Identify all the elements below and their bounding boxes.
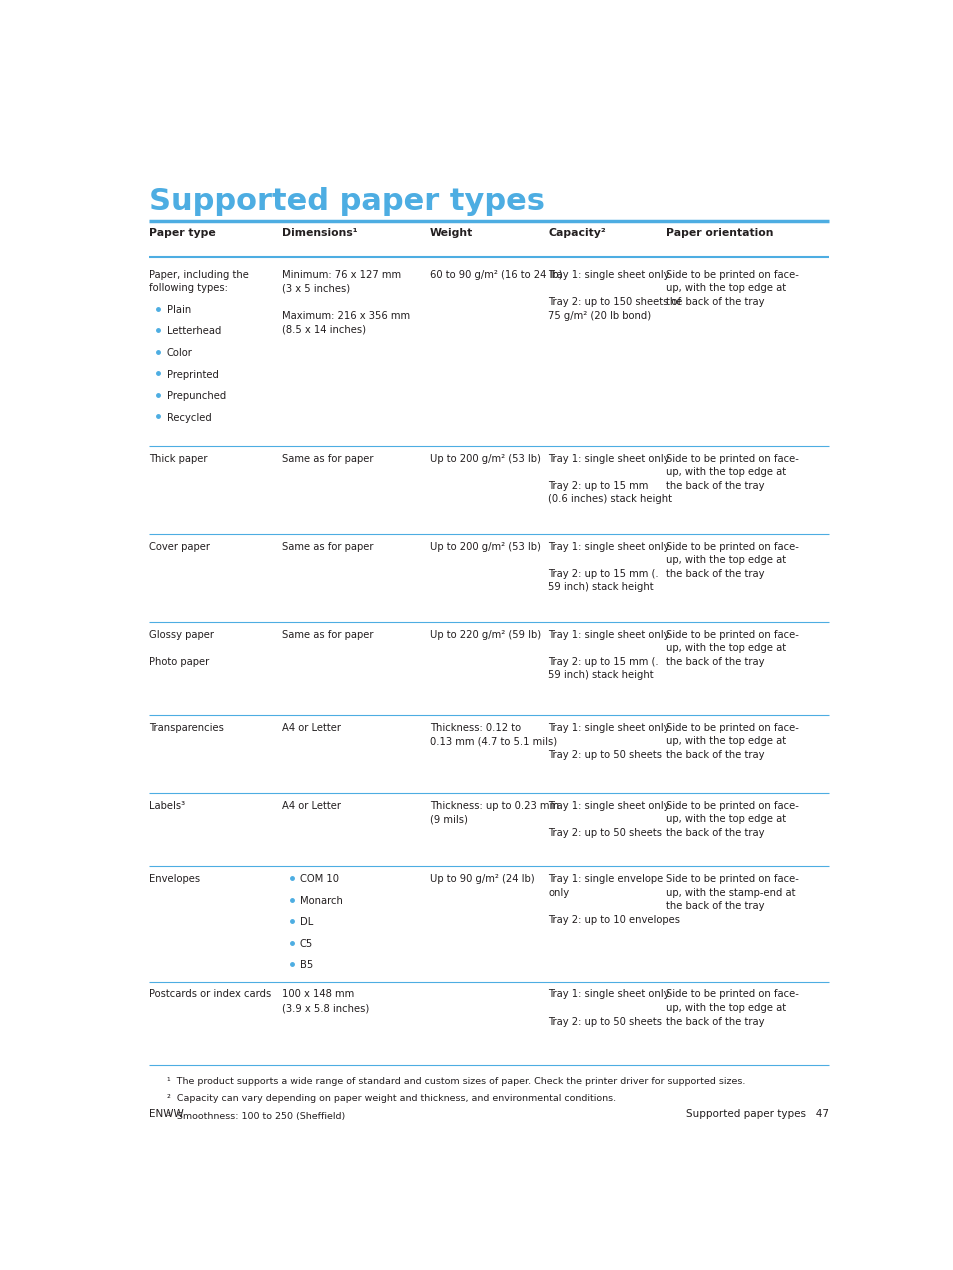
Text: Tray 1: single sheet only

Tray 2: up to 15 mm (.
59 inch) stack height: Tray 1: single sheet only Tray 2: up to …: [547, 630, 669, 681]
Text: Thickness: 0.12 to
0.13 mm (4.7 to 5.1 mils): Thickness: 0.12 to 0.13 mm (4.7 to 5.1 m…: [429, 723, 557, 745]
Text: Envelopes: Envelopes: [149, 874, 200, 884]
Text: Postcards or index cards: Postcards or index cards: [149, 989, 271, 999]
Text: Letterhead: Letterhead: [167, 326, 221, 337]
Text: Same as for paper: Same as for paper: [282, 453, 373, 464]
Text: Up to 200 g/m² (53 lb): Up to 200 g/m² (53 lb): [429, 453, 540, 464]
Text: Color: Color: [167, 348, 193, 358]
Text: Tray 1: single sheet only

Tray 2: up to 50 sheets: Tray 1: single sheet only Tray 2: up to …: [547, 723, 669, 759]
Text: ²  Capacity can vary depending on paper weight and thickness, and environmental : ² Capacity can vary depending on paper w…: [167, 1095, 616, 1104]
Text: Side to be printed on face-
up, with the top edge at
the back of the tray: Side to be printed on face- up, with the…: [665, 801, 799, 838]
Text: Supported paper types   47: Supported paper types 47: [685, 1109, 828, 1119]
Text: Preprinted: Preprinted: [167, 370, 218, 380]
Text: Same as for paper: Same as for paper: [282, 541, 373, 551]
Text: Plain: Plain: [167, 305, 191, 315]
Text: DL: DL: [299, 917, 313, 927]
Text: Tray 1: single sheet only

Tray 2: up to 50 sheets: Tray 1: single sheet only Tray 2: up to …: [547, 989, 669, 1026]
Text: Supported paper types: Supported paper types: [149, 187, 544, 216]
Text: Side to be printed on face-
up, with the top edge at
the back of the tray: Side to be printed on face- up, with the…: [665, 541, 799, 579]
Text: Minimum: 76 x 127 mm
(3 x 5 inches)

Maximum: 216 x 356 mm
(8.5 x 14 inches): Minimum: 76 x 127 mm (3 x 5 inches) Maxi…: [282, 269, 410, 334]
Text: Dimensions¹: Dimensions¹: [282, 227, 357, 237]
Text: Prepunched: Prepunched: [167, 391, 226, 401]
Text: Side to be printed on face-
up, with the top edge at
the back of the tray: Side to be printed on face- up, with the…: [665, 453, 799, 490]
Text: A4 or Letter: A4 or Letter: [282, 801, 340, 810]
Text: Side to be printed on face-
up, with the top edge at
the back of the tray: Side to be printed on face- up, with the…: [665, 269, 799, 307]
Text: Transparencies: Transparencies: [149, 723, 223, 733]
Text: Paper orientation: Paper orientation: [665, 227, 773, 237]
Text: Same as for paper: Same as for paper: [282, 630, 373, 640]
Text: Side to be printed on face-
up, with the stamp-end at
the back of the tray: Side to be printed on face- up, with the…: [665, 874, 799, 912]
Text: Labels³: Labels³: [149, 801, 185, 810]
Text: ³  Smoothness: 100 to 250 (Sheffield): ³ Smoothness: 100 to 250 (Sheffield): [167, 1111, 345, 1120]
Text: COM 10: COM 10: [299, 874, 338, 884]
Text: Tray 1: single envelope
only

Tray 2: up to 10 envelopes: Tray 1: single envelope only Tray 2: up …: [547, 874, 679, 925]
Text: Tray 1: single sheet only

Tray 2: up to 15 mm
(0.6 inches) stack height: Tray 1: single sheet only Tray 2: up to …: [547, 453, 671, 504]
Text: Up to 200 g/m² (53 lb): Up to 200 g/m² (53 lb): [429, 541, 540, 551]
Text: Glossy paper

Photo paper: Glossy paper Photo paper: [149, 630, 213, 667]
Text: A4 or Letter: A4 or Letter: [282, 723, 340, 733]
Text: Monarch: Monarch: [299, 895, 342, 906]
Text: Up to 220 g/m² (59 lb): Up to 220 g/m² (59 lb): [429, 630, 540, 640]
Text: Up to 90 g/m² (24 lb): Up to 90 g/m² (24 lb): [429, 874, 534, 884]
Text: Tray 1: single sheet only

Tray 2: up to 50 sheets: Tray 1: single sheet only Tray 2: up to …: [547, 801, 669, 838]
Text: Thickness: up to 0.23 mm
(9 mils): Thickness: up to 0.23 mm (9 mils): [429, 801, 558, 824]
Text: Cover paper: Cover paper: [149, 541, 210, 551]
Text: ENWW: ENWW: [149, 1109, 183, 1119]
Text: Paper, including the
following types:: Paper, including the following types:: [149, 269, 249, 293]
Text: Thick paper: Thick paper: [149, 453, 207, 464]
Text: Capacity²: Capacity²: [547, 227, 605, 237]
Text: Weight: Weight: [429, 227, 473, 237]
Text: Tray 1: single sheet only

Tray 2: up to 15 mm (.
59 inch) stack height: Tray 1: single sheet only Tray 2: up to …: [547, 541, 669, 592]
Text: Tray 1: single sheet only

Tray 2: up to 150 sheets of
75 g/m² (20 lb bond): Tray 1: single sheet only Tray 2: up to …: [547, 269, 680, 320]
Text: Side to be printed on face-
up, with the top edge at
the back of the tray: Side to be printed on face- up, with the…: [665, 723, 799, 759]
Text: 100 x 148 mm
(3.9 x 5.8 inches): 100 x 148 mm (3.9 x 5.8 inches): [282, 989, 369, 1013]
Text: Recycled: Recycled: [167, 413, 212, 423]
Text: Side to be printed on face-
up, with the top edge at
the back of the tray: Side to be printed on face- up, with the…: [665, 630, 799, 667]
Text: 60 to 90 g/m² (16 to 24 lb): 60 to 90 g/m² (16 to 24 lb): [429, 269, 561, 279]
Text: ¹  The product supports a wide range of standard and custom sizes of paper. Chec: ¹ The product supports a wide range of s…: [167, 1077, 745, 1086]
Text: Paper type: Paper type: [149, 227, 215, 237]
Text: B5: B5: [299, 960, 313, 970]
Text: C5: C5: [299, 939, 313, 949]
Text: Side to be printed on face-
up, with the top edge at
the back of the tray: Side to be printed on face- up, with the…: [665, 989, 799, 1026]
